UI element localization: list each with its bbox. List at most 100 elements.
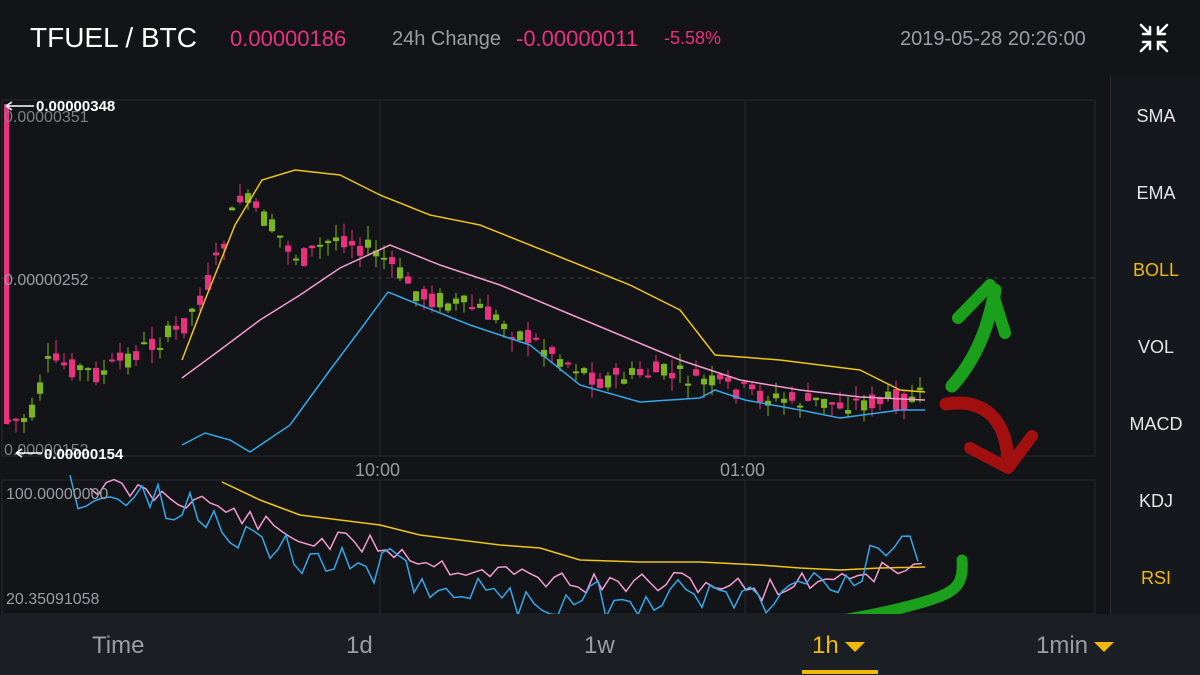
candle-body xyxy=(853,398,859,401)
candle-body xyxy=(741,381,747,384)
candle-body xyxy=(77,365,83,371)
indicator-rsi[interactable]: RSI xyxy=(1140,568,1171,588)
candle-body xyxy=(581,368,587,374)
x-axis-label: 01:00 xyxy=(720,460,765,480)
candle-body xyxy=(93,368,99,383)
indicator-macd[interactable]: MACD xyxy=(1129,414,1183,434)
x-axis-label: 10:00 xyxy=(355,460,400,480)
candle-body xyxy=(693,369,699,376)
candle-body xyxy=(85,368,91,371)
indicator-vol[interactable]: VOL xyxy=(1137,337,1175,357)
candle-body xyxy=(117,352,123,361)
candle-body xyxy=(597,378,603,389)
candle-body xyxy=(21,418,27,422)
candle-body xyxy=(901,393,907,410)
red-down-arrow-annotation xyxy=(939,396,1038,474)
candle-body xyxy=(525,329,531,343)
green-up-arrow-annotation xyxy=(945,279,1011,393)
high-marker: 0.00000348 xyxy=(5,98,115,115)
candle-body xyxy=(637,369,643,376)
candle-body xyxy=(557,359,563,367)
candle-body xyxy=(613,367,619,375)
candle-body xyxy=(69,359,75,378)
candle-body xyxy=(773,393,779,399)
dropdown-triangle-icon xyxy=(1094,641,1115,652)
candle-body xyxy=(229,207,235,211)
candle-body xyxy=(325,240,331,244)
tab-1h[interactable]: 1h xyxy=(812,632,865,660)
candle-body xyxy=(685,383,691,386)
candle-body xyxy=(149,338,155,350)
candle-body xyxy=(109,359,115,362)
rsi-line-long xyxy=(221,481,926,571)
tab-time[interactable]: Time xyxy=(92,632,145,659)
candle-body xyxy=(493,314,499,321)
indicator-boll[interactable]: BOLL xyxy=(1132,260,1180,280)
candle-body xyxy=(45,356,51,359)
candle-body xyxy=(373,250,379,257)
candle-body xyxy=(421,289,427,300)
indicator-sma[interactable]: SMA xyxy=(1136,106,1176,126)
candle-body xyxy=(285,245,291,252)
candle-body xyxy=(245,193,251,203)
indicator-kdj[interactable]: KDJ xyxy=(1138,491,1173,511)
candle-body xyxy=(789,392,795,401)
collapse-arrows-icon[interactable] xyxy=(1138,22,1170,54)
candle-body xyxy=(653,361,659,373)
tab-1min[interactable]: 1min xyxy=(1036,632,1115,660)
candle-body xyxy=(709,375,715,386)
candle-body xyxy=(485,306,491,320)
candle-body xyxy=(429,293,435,307)
candle-body xyxy=(437,292,443,308)
candle-body xyxy=(797,405,803,408)
rsi-bottom-label: 20.35091058 xyxy=(6,591,100,608)
candle-body xyxy=(357,245,363,256)
candle-body xyxy=(701,378,707,385)
candle-body xyxy=(349,240,355,246)
candle-body xyxy=(173,325,179,330)
candle-body xyxy=(61,362,67,366)
candle-body xyxy=(869,394,875,409)
candle-body xyxy=(669,373,675,379)
tab-1w[interactable]: 1w xyxy=(584,632,615,659)
candle-body xyxy=(141,342,147,345)
dropdown-triangle-icon xyxy=(844,641,865,652)
candle-body xyxy=(205,275,211,290)
candle-body xyxy=(717,374,723,380)
candle-body xyxy=(309,245,315,249)
candle-body xyxy=(4,104,9,424)
candle-body xyxy=(477,303,483,308)
tab-1d[interactable]: 1d xyxy=(346,632,373,659)
last-price: 0.00000186 xyxy=(230,26,347,51)
tab-1h-label: 1h xyxy=(812,632,839,659)
boll-lower-line xyxy=(181,291,925,453)
candle-body xyxy=(125,353,131,368)
y-axis-bottom-label: 0.00000153 xyxy=(4,442,89,459)
candle-body xyxy=(261,211,267,226)
y-axis-mid-label: 0.00000252 xyxy=(4,272,89,289)
candle-body xyxy=(445,303,451,311)
indicator-ema[interactable]: EMA xyxy=(1136,183,1176,203)
low-marker-label: 0.00000154 xyxy=(44,446,124,463)
active-tab-underline xyxy=(802,670,878,674)
candle-body xyxy=(893,389,899,411)
candle-body xyxy=(605,375,611,388)
candle-body xyxy=(733,389,739,399)
candle-body xyxy=(533,337,539,340)
chart-area[interactable]: 0.00000351 0.00000252 0.00000153 0.00000… xyxy=(0,76,1100,638)
candle-body xyxy=(877,397,883,405)
rsi-top-label: 100.00000000 xyxy=(6,486,108,503)
header: TFUEL / BTC 0.00000186 24h Change -0.000… xyxy=(0,0,1200,76)
change-label: 24h Change xyxy=(392,28,501,50)
candle-body xyxy=(381,257,387,260)
boll-middle-line xyxy=(181,244,926,401)
candle-body xyxy=(621,379,627,384)
candle-body xyxy=(781,398,787,403)
candle-body xyxy=(821,398,827,408)
pair-title: TFUEL / BTC xyxy=(30,22,197,53)
high-marker-label: 0.00000348 xyxy=(36,98,115,115)
candle-body xyxy=(765,400,771,406)
candle-body xyxy=(837,402,843,409)
candle-body xyxy=(221,243,227,249)
candle-body xyxy=(133,351,139,360)
